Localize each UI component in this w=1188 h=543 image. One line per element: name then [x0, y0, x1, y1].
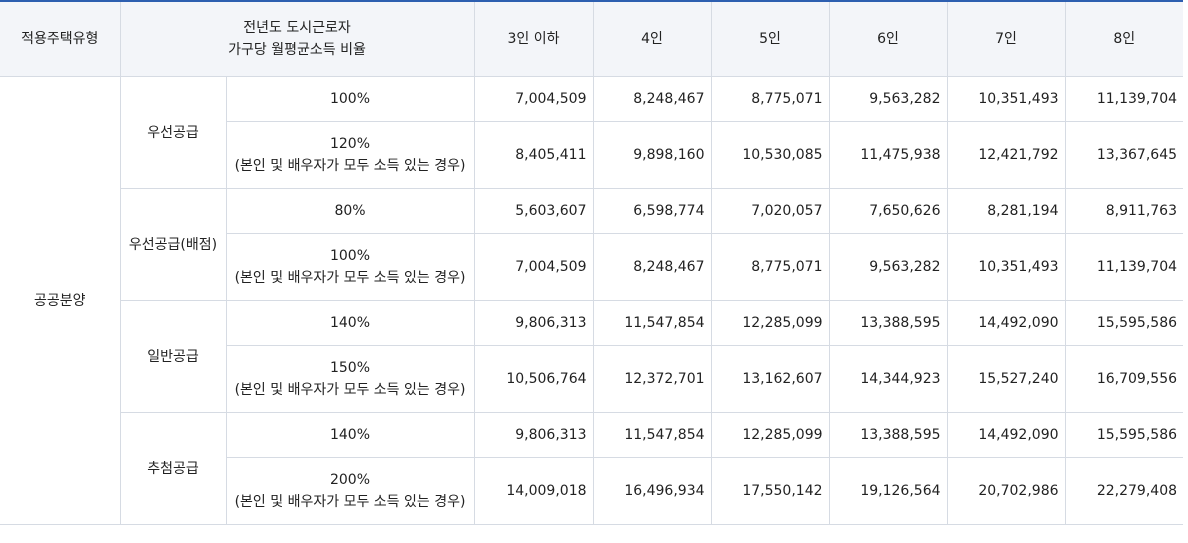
value-cell: 14,492,090 [946, 300, 1066, 346]
value-cell: 12,285,099 [710, 300, 830, 346]
value-cell: 8,248,467 [592, 233, 712, 301]
housing-type-cell: 공공분양 [0, 76, 121, 525]
header-income-ratio-line1: 전년도 도시근로자 [243, 20, 351, 36]
category-cell: 일반공급 [119, 300, 227, 413]
value-cell: 14,344,923 [828, 345, 948, 413]
header-income-ratio-line2: 가구당 월평균소득 비율 [228, 42, 366, 58]
value-cell: 9,898,160 [592, 121, 712, 189]
ratio-value: 120% [329, 136, 371, 152]
table-row: 120% (본인 및 배우자가 모두 소득 있는 경우) 8,405,411 9… [0, 121, 1184, 189]
value-cell: 11,475,938 [828, 121, 948, 189]
ratio-cell: 100% [225, 76, 475, 122]
value-cell: 13,367,645 [1064, 121, 1184, 189]
value-cell: 16,709,556 [1064, 345, 1184, 413]
category-cell: 우선공급 [119, 76, 227, 189]
value-cell: 12,285,099 [710, 412, 830, 458]
value-cell: 8,775,071 [710, 76, 830, 122]
value-cell: 17,550,142 [710, 457, 830, 525]
ratio-cell: 120% (본인 및 배우자가 모두 소득 있는 경우) [225, 121, 475, 189]
value-cell: 5,603,607 [473, 188, 594, 234]
value-cell: 8,911,763 [1064, 188, 1184, 234]
value-cell: 7,650,626 [828, 188, 948, 234]
ratio-note: (본인 및 배우자가 모두 소득 있는 경우) [234, 382, 466, 398]
ratio-cell: 80% [225, 188, 475, 234]
value-cell: 8,405,411 [473, 121, 594, 189]
header-row: 적용주택유형 전년도 도시근로자 가구당 월평균소득 비율 3인 이하 4인 5… [0, 0, 1184, 77]
header-col-7: 7인 [946, 0, 1066, 77]
ratio-cell: 150% (본인 및 배우자가 모두 소득 있는 경우) [225, 345, 475, 413]
ratio-value: 100% [329, 248, 371, 264]
value-cell: 15,527,240 [946, 345, 1066, 413]
ratio-cell: 140% [225, 300, 475, 346]
value-cell: 13,388,595 [828, 412, 948, 458]
value-cell: 13,162,607 [710, 345, 830, 413]
value-cell: 11,547,854 [592, 300, 712, 346]
header-income-ratio: 전년도 도시근로자 가구당 월평균소득 비율 [119, 0, 475, 77]
value-cell: 12,421,792 [946, 121, 1066, 189]
value-cell: 13,388,595 [828, 300, 948, 346]
value-cell: 20,702,986 [946, 457, 1066, 525]
header-col-3: 3인 이하 [473, 0, 594, 77]
value-cell: 9,806,313 [473, 300, 594, 346]
header-col-4: 4인 [592, 0, 712, 77]
value-cell: 8,248,467 [592, 76, 712, 122]
table-row: 200% (본인 및 배우자가 모두 소득 있는 경우) 14,009,018 … [0, 457, 1184, 525]
ratio-value: 200% [329, 472, 371, 488]
value-cell: 11,139,704 [1064, 233, 1184, 301]
value-cell: 12,372,701 [592, 345, 712, 413]
value-cell: 15,595,586 [1064, 300, 1184, 346]
value-cell: 10,506,764 [473, 345, 594, 413]
value-cell: 9,563,282 [828, 233, 948, 301]
value-cell: 7,020,057 [710, 188, 830, 234]
value-cell: 16,496,934 [592, 457, 712, 525]
value-cell: 22,279,408 [1064, 457, 1184, 525]
ratio-cell: 140% [225, 412, 475, 458]
header-housing-type: 적용주택유형 [0, 0, 121, 77]
ratio-cell: 200% (본인 및 배우자가 모두 소득 있는 경우) [225, 457, 475, 525]
value-cell: 10,351,493 [946, 233, 1066, 301]
category-cell: 우선공급(배점) [119, 188, 227, 301]
value-cell: 8,775,071 [710, 233, 830, 301]
ratio-value: 150% [329, 360, 371, 376]
value-cell: 9,563,282 [828, 76, 948, 122]
value-cell: 10,530,085 [710, 121, 830, 189]
header-col-6: 6인 [828, 0, 948, 77]
value-cell: 9,806,313 [473, 412, 594, 458]
ratio-cell: 100% (본인 및 배우자가 모두 소득 있는 경우) [225, 233, 475, 301]
value-cell: 11,547,854 [592, 412, 712, 458]
income-table: 적용주택유형 전년도 도시근로자 가구당 월평균소득 비율 3인 이하 4인 5… [0, 0, 1184, 525]
value-cell: 11,139,704 [1064, 76, 1184, 122]
value-cell: 7,004,509 [473, 76, 594, 122]
table-row: 일반공급 140% 9,806,313 11,547,854 12,285,09… [0, 300, 1184, 413]
value-cell: 14,492,090 [946, 412, 1066, 458]
value-cell: 14,009,018 [473, 457, 594, 525]
table-row: 공공분양 우선공급 100% 7,004,509 8,248,467 8,775… [0, 76, 1184, 525]
header-col-5: 5인 [710, 0, 830, 77]
table-row: 우선공급(배점) 80% 5,603,607 6,598,774 7,020,0… [0, 188, 1184, 301]
ratio-note: (본인 및 배우자가 모두 소득 있는 경우) [234, 158, 466, 174]
ratio-note: (본인 및 배우자가 모두 소득 있는 경우) [234, 494, 466, 510]
category-cell: 추첨공급 [119, 412, 227, 525]
ratio-note: (본인 및 배우자가 모두 소득 있는 경우) [234, 270, 466, 286]
table-row: 100% (본인 및 배우자가 모두 소득 있는 경우) 7,004,509 8… [0, 233, 1184, 301]
header-col-8: 8인 [1064, 0, 1184, 77]
value-cell: 8,281,194 [946, 188, 1066, 234]
table-row: 추첨공급 140% 9,806,313 11,547,854 12,285,09… [0, 412, 1184, 525]
value-cell: 15,595,586 [1064, 412, 1184, 458]
value-cell: 19,126,564 [828, 457, 948, 525]
value-cell: 7,004,509 [473, 233, 594, 301]
value-cell: 6,598,774 [592, 188, 712, 234]
value-cell: 10,351,493 [946, 76, 1066, 122]
